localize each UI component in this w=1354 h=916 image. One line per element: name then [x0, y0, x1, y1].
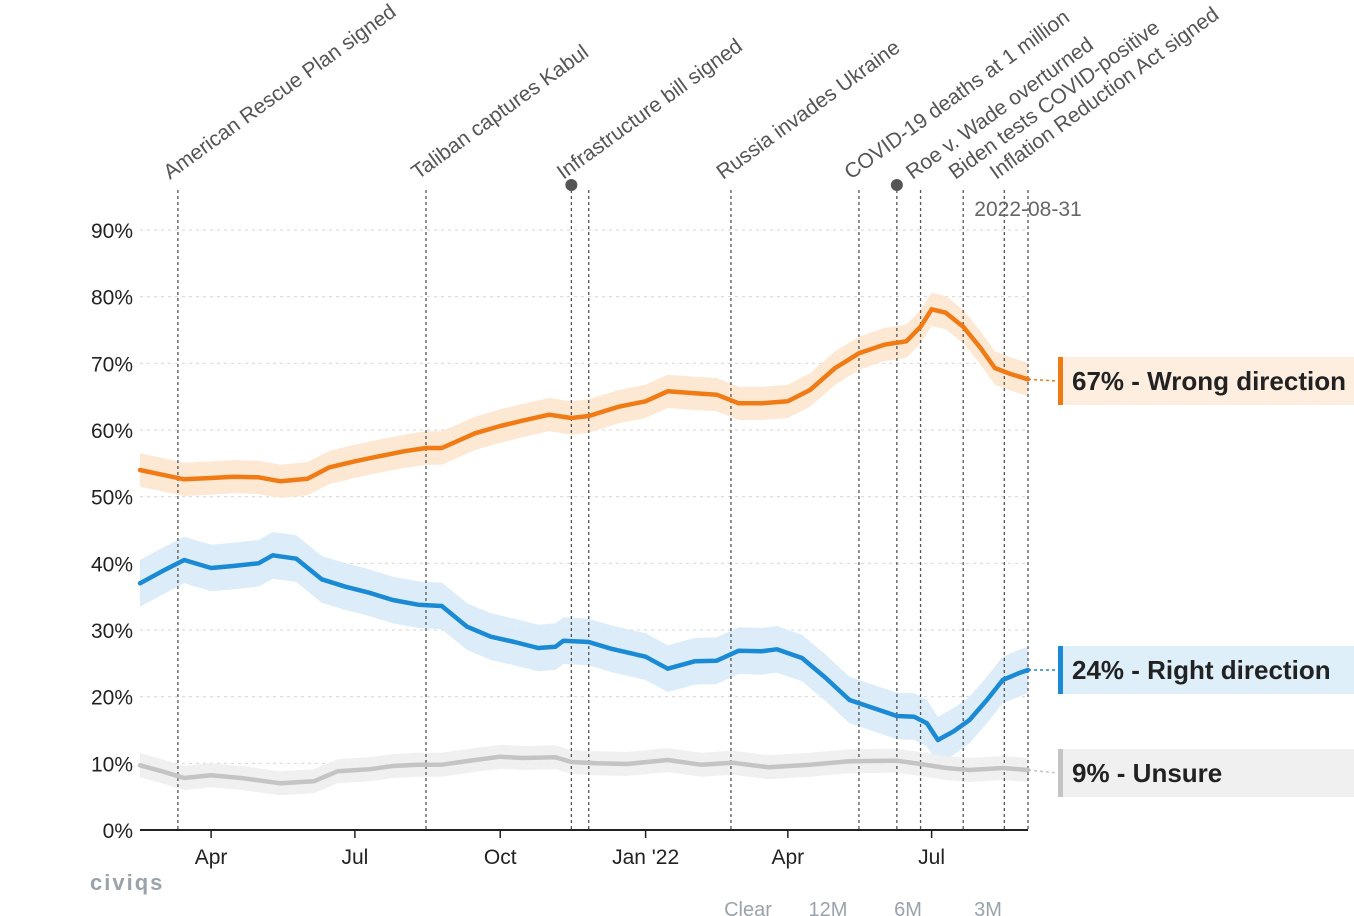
end-label-connector-0 — [1027, 378, 1059, 382]
y-tick-label: 30% — [91, 620, 133, 643]
y-tick-label: 20% — [91, 687, 133, 710]
hover-date-label: 2022-08-31 — [974, 198, 1081, 221]
event-label: Biden tests COVID-positive — [945, 16, 1164, 184]
event-label: American Rescue Plan signed — [159, 0, 400, 184]
y-tick-label: 60% — [91, 420, 133, 443]
y-tick-label: 40% — [91, 553, 133, 576]
x-tick-label: Jul — [918, 846, 945, 869]
series-line-0 — [137, 307, 1031, 484]
y-tick-label: 50% — [91, 487, 133, 510]
range-button-3m[interactable]: 3M — [974, 899, 1002, 916]
end-label-0: 67% - Wrong direction — [1072, 366, 1346, 396]
end-label-bar-1 — [1058, 646, 1063, 694]
end-label-connector-2 — [1027, 769, 1059, 774]
y-tick-label: 80% — [91, 287, 133, 310]
grid — [140, 229, 1028, 764]
x-tick-label: Jul — [341, 846, 368, 869]
end-label-bg-1 — [1061, 646, 1354, 694]
y-tick-label: 0% — [103, 820, 133, 843]
axes: 0% 10% 20% 30% 40% 50% 60% 70% 80% 90% Apr Jul Oct Ja… — [91, 220, 1028, 869]
confidence-band-1 — [140, 532, 1028, 764]
end-labels: 67% - Wrong direction 24% - Right directi… — [1027, 357, 1354, 797]
y-tick-label: 90% — [91, 220, 133, 243]
y-tick-label: 70% — [91, 353, 133, 376]
event-marker-dot — [565, 179, 578, 191]
y-tick-label: 10% — [91, 753, 133, 776]
confidence-band-0 — [140, 292, 1028, 498]
range-button-12m[interactable]: 12M — [809, 899, 848, 916]
range-button-clear[interactable]: Clear — [724, 899, 772, 916]
series-line-2 — [137, 754, 1031, 786]
confidence-bands — [140, 292, 1028, 796]
end-label-bar-0 — [1058, 357, 1063, 405]
series-lines — [137, 307, 1031, 786]
end-label-2: 9% - Unsure — [1072, 758, 1222, 788]
end-label-bg-2 — [1061, 749, 1354, 797]
range-button-6m[interactable]: 6M — [894, 899, 922, 916]
range-buttons: Clear 12M 6M 3M — [724, 899, 1002, 916]
confidence-band-2 — [140, 744, 1028, 796]
end-label-bg-0 — [1061, 357, 1354, 405]
x-tick-label: Apr — [195, 846, 228, 869]
x-tick-label: Jan '22 — [612, 846, 679, 869]
event-marker-dot — [890, 179, 903, 191]
civiqs-logo: civiqs — [90, 870, 164, 895]
event-markers: American Rescue Plan signed Taliban captu… — [159, 0, 1223, 830]
end-label-bar-2 — [1058, 749, 1063, 797]
x-tick-label: Apr — [771, 846, 804, 869]
end-label-1: 24% - Right direction — [1072, 655, 1331, 685]
x-tick-label: Oct — [484, 846, 517, 869]
series-line-1 — [137, 553, 1031, 743]
